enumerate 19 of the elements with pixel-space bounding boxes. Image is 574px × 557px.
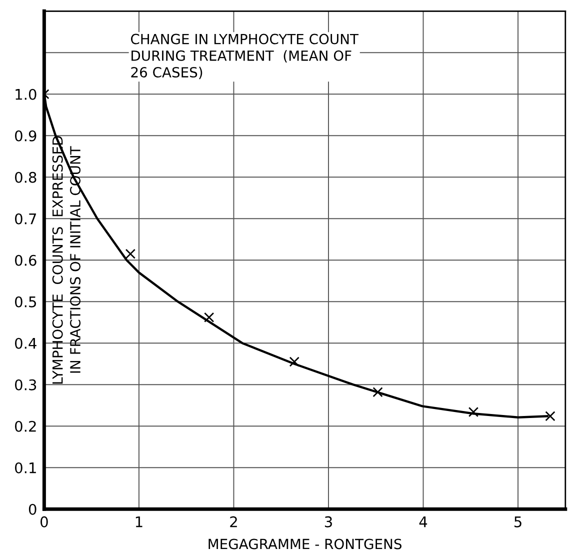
text: CHANGE IN LYMPHOCYTE COUNT DURING TREATMENT (MEAN OF 26 CASES): [130, 34, 359, 80]
y-tick-label: 0: [28, 504, 36, 515]
x-tick-label: 3: [324, 516, 332, 528]
y-tick-label: 0.6: [15, 254, 36, 266]
y-tick-label: 0.5: [15, 296, 36, 308]
y-tick-label: 0.7: [15, 213, 36, 224]
y-tick-label: 0.4: [15, 338, 36, 349]
x-tick-label: 2: [230, 516, 237, 528]
y-tick-label: 0.2: [15, 420, 36, 432]
y-tick-label: 0.3: [15, 379, 36, 390]
x-axis-title: MEGAGRAMME - RONTGENS: [208, 538, 402, 550]
x-tick-label: 0: [40, 516, 48, 528]
y-tick-label: 1.0: [16, 88, 36, 100]
x-tick-label: 4: [419, 516, 428, 528]
y-tick-label: 0.1: [15, 462, 36, 474]
y-tick-label: 0.9: [15, 130, 36, 142]
y-tick-label: 0.8: [15, 172, 36, 183]
x-tick-label: 5: [514, 516, 522, 528]
x-tick-label: 1: [136, 516, 142, 528]
